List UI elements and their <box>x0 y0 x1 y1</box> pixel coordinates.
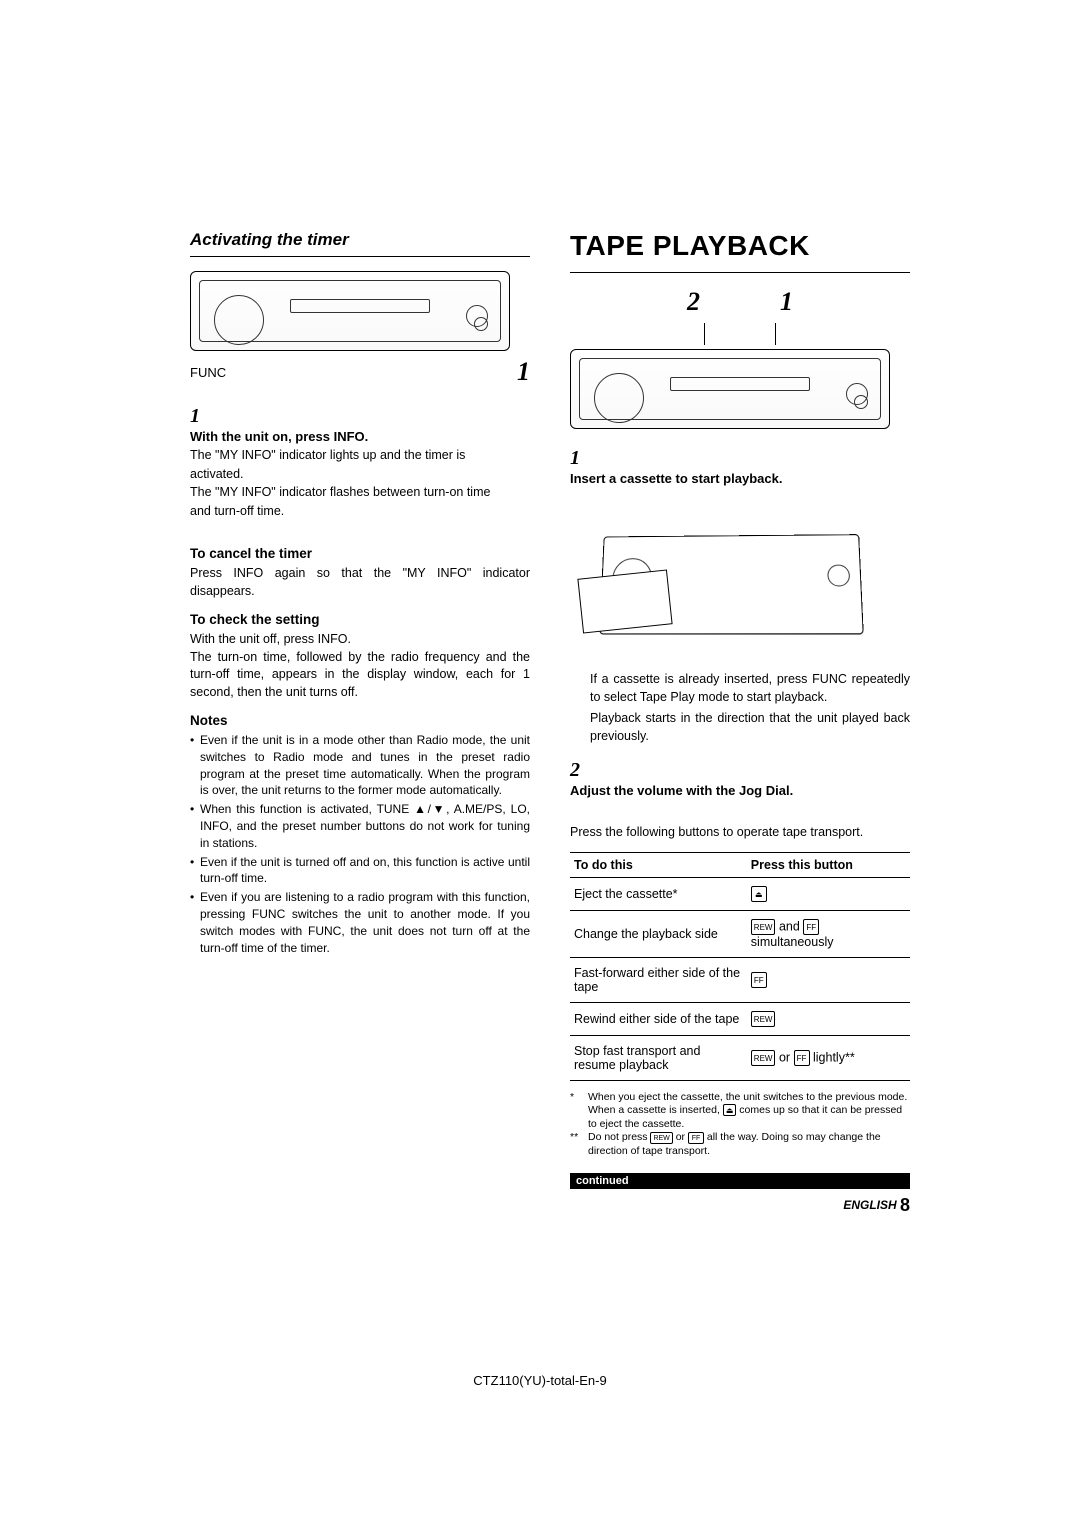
activating-timer-title: Activating the timer <box>190 230 530 250</box>
fn2-l1a: Do not press <box>588 1131 650 1143</box>
device-figure-right <box>570 349 890 429</box>
step-1-para-1: The "MY INFO" indicator lights up and th… <box>190 448 465 481</box>
fn1-mark: * <box>570 1091 588 1132</box>
transport-intro: Press the following buttons to operate t… <box>570 824 910 842</box>
cassette-figure <box>570 514 890 659</box>
page-number: 8 <box>900 1195 910 1215</box>
notes-list: •Even if the unit is in a mode other tha… <box>190 732 530 958</box>
r3c1: Fast-forward either side of the tape <box>570 957 747 1002</box>
notes-head: Notes <box>190 713 530 728</box>
check-setting-l2: The turn-on time, followed by the radio … <box>190 649 530 702</box>
note-4: Even if you are listening to a radio pro… <box>200 889 530 956</box>
r2-and: and <box>775 919 803 933</box>
callout-numbers: 2 1 <box>570 287 910 317</box>
step-1-bold-right: Insert a cassette to start playback. <box>570 471 782 486</box>
after-fig-p2: Playback starts in the direction that th… <box>590 710 910 745</box>
callout-2: 2 <box>687 287 700 317</box>
eject-icon: ⏏ <box>723 1104 737 1116</box>
step-1-heading: With the unit on, press INFO. <box>190 429 368 444</box>
cancel-timer-head: To cancel the timer <box>190 546 530 561</box>
title-rule <box>190 256 530 257</box>
step-1-right: 1 Insert a cassette to start playback. <box>570 447 910 488</box>
cancel-timer-body: Press INFO again so that the "MY INFO" i… <box>190 565 530 600</box>
note-1: Even if the unit is in a mode other than… <box>200 732 530 799</box>
note-2: When this function is activated, TUNE ▲/… <box>200 801 530 851</box>
r1c1: Eject the cassette* <box>570 877 747 910</box>
callout-1-left: 1 <box>517 357 530 387</box>
fn1-l1: When you eject the cassette, the unit sw… <box>588 1091 907 1103</box>
right-column: TAPE PLAYBACK 2 1 1 Insert a cassette to… <box>570 230 910 1216</box>
r5-tail: lightly** <box>810 1050 855 1064</box>
check-setting-head: To check the setting <box>190 612 530 627</box>
r2-sim: simultaneously <box>751 935 834 949</box>
rew-icon: REW <box>751 1050 776 1066</box>
table-row: Eject the cassette* ⏏ <box>570 877 910 910</box>
r5c1: Stop fast transport and resume playback <box>570 1035 747 1080</box>
rew-icon: REW <box>751 919 776 935</box>
page-lang: ENGLISH 8 <box>570 1195 910 1216</box>
th-todo: To do this <box>570 852 747 877</box>
rew-icon: REW <box>751 1011 776 1027</box>
step-1-para-2: The "MY INFO" indicator flashes between … <box>190 485 490 518</box>
table-row: Stop fast transport and resume playback … <box>570 1035 910 1080</box>
r2c1: Change the playback side <box>570 910 747 957</box>
table-row: Fast-forward either side of the tape FF <box>570 957 910 1002</box>
eject-icon: ⏏ <box>751 886 767 902</box>
fn1-l2a: When a cassette is inserted, <box>588 1104 723 1116</box>
func-label: FUNC <box>190 365 226 380</box>
lang-label: ENGLISH <box>843 1198 900 1212</box>
doc-id-footer: CTZ110(YU)-total-En-9 <box>0 1373 1080 1388</box>
rew-icon: REW <box>650 1132 672 1144</box>
fn2-or: or <box>673 1131 688 1143</box>
step-2-num: 2 <box>570 759 588 782</box>
operations-table: To do this Press this button Eject the c… <box>570 852 910 1081</box>
footnotes: * When you eject the cassette, the unit … <box>570 1091 910 1159</box>
step-1-num-right: 1 <box>570 447 588 470</box>
step-2-bold: Adjust the volume with the Jog Dial. <box>570 783 793 798</box>
continued-badge: continued <box>570 1173 910 1189</box>
check-setting-l1: With the unit off, press INFO. <box>190 631 530 649</box>
ff-icon: FF <box>794 1050 810 1066</box>
func-label-row: FUNC 1 <box>190 357 530 387</box>
step-1-left: 1 With the unit on, press INFO. The "MY … <box>190 405 530 520</box>
after-fig-p1: If a cassette is already inserted, press… <box>590 671 910 706</box>
step-num-1: 1 <box>190 405 208 428</box>
r4c1: Rewind either side of the tape <box>570 1002 747 1035</box>
ff-icon: FF <box>688 1132 704 1144</box>
tape-playback-title: TAPE PLAYBACK <box>570 230 910 262</box>
ff-icon: FF <box>803 919 819 935</box>
table-row: Change the playback side REW and FF simu… <box>570 910 910 957</box>
title-rule-right <box>570 272 910 273</box>
step-2-right: 2 Adjust the volume with the Jog Dial. <box>570 759 910 800</box>
callout-1: 1 <box>780 287 793 317</box>
r5-or: or <box>775 1050 793 1064</box>
left-column: Activating the timer FUNC 1 1 With the u… <box>190 230 530 1216</box>
table-row: Rewind either side of the tape REW <box>570 1002 910 1035</box>
callout-lines <box>570 323 910 349</box>
ff-icon: FF <box>751 972 767 988</box>
note-3: Even if the unit is turned off and on, t… <box>200 854 530 888</box>
fn2-mark: ** <box>570 1131 588 1158</box>
device-figure-left <box>190 271 510 351</box>
th-press: Press this button <box>747 852 910 877</box>
